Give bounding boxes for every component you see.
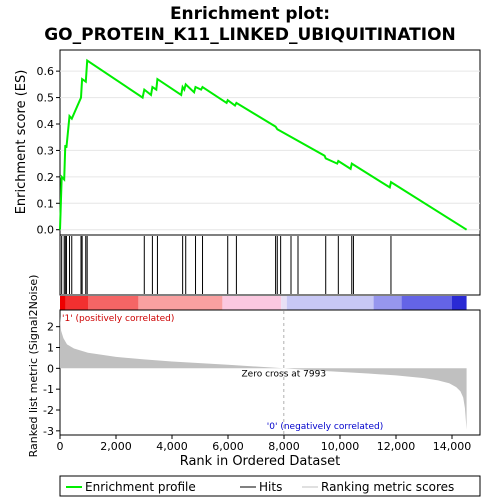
es-y-tick-label: 0.4 (37, 118, 55, 131)
color-bar-segment (88, 296, 139, 310)
rank-color-bar (60, 296, 467, 310)
legend-label-hits: Hits (259, 480, 282, 494)
es-y-tick-label: 0.6 (37, 65, 55, 78)
x-axis-ticks: 0 2,000 4,000 6,000 8,000 10,000 12,000 14,000 (57, 435, 472, 453)
metric-y-ticks: -3 -2 -1 0 1 2 (43, 321, 60, 438)
x-tick-label: 10,000 (321, 440, 360, 453)
hits-frame (59, 234, 481, 296)
color-bar-segment (138, 296, 223, 310)
es-gridlines (60, 70, 480, 231)
enrichment-profile-line (59, 58, 468, 231)
ranking-metric-area (60, 316, 467, 430)
color-bar-segment (373, 296, 402, 310)
zero-cross-label: Zero cross at 7993 (242, 369, 327, 379)
es-y-tick-label: 0.1 (37, 197, 55, 210)
x-tick-label: 8,000 (268, 440, 300, 453)
metric-y-tick-label: 0 (47, 362, 54, 375)
color-bar-segment (286, 296, 374, 310)
color-bar-segment (401, 296, 452, 310)
x-tick-label: 12,000 (377, 440, 416, 453)
x-tick-label: 4,000 (156, 440, 188, 453)
color-bar-segment (60, 296, 66, 310)
negative-correlation-label: '0' (negatively correlated) (267, 422, 383, 432)
metric-y-tick-label: -1 (43, 383, 54, 396)
metric-y-axis-label: Ranked list metric (Signal2Noise) (27, 275, 40, 458)
x-tick-label: 6,000 (212, 440, 244, 453)
legend-label-enrichment: Enrichment profile (85, 480, 196, 494)
es-y-axis-label: Enrichment score (ES) (14, 70, 29, 215)
color-bar-segment (222, 296, 282, 310)
hits-panel (59, 234, 481, 296)
es-plot-frame (59, 49, 481, 236)
color-bar-segment (281, 296, 287, 310)
x-tick-label: 14,000 (433, 440, 472, 453)
x-tick-label: 2,000 (100, 440, 132, 453)
es-y-tick-label: 0.3 (37, 144, 55, 157)
metric-y-tick-label: 1 (47, 342, 54, 355)
es-y-tick-label: 0.2 (37, 171, 55, 184)
legend: Enrichment profile Hits Ranking metric s… (59, 475, 481, 497)
es-y-tick-label: 0.5 (37, 92, 55, 105)
metric-y-tick-label: -3 (43, 425, 54, 438)
es-y-tick-label: 0.0 (37, 224, 55, 237)
metric-y-tick-label: -2 (43, 404, 54, 417)
legend-label-metric: Ranking metric scores (321, 480, 454, 494)
positive-correlation-label: '1' (positively correlated) (62, 314, 174, 324)
hit-lines (61, 236, 392, 294)
legend-frame (59, 475, 481, 497)
x-tick-label: 0 (57, 440, 64, 453)
color-bar-segment (452, 296, 467, 310)
es-y-ticks: 0.0 0.1 0.2 0.3 0.4 0.5 0.6 (37, 65, 60, 237)
es-panel: 0.0 0.1 0.2 0.3 0.4 0.5 0.6 Enrichment score (… (14, 49, 481, 237)
color-bar-segment (65, 296, 88, 310)
metric-panel: -3 -2 -1 0 1 2 Zero cross at 7993 '1' (positi… (27, 275, 481, 458)
chart-title-line1: Enrichment plot: (170, 4, 330, 24)
chart-title-line2: GO_PROTEIN_K11_LINKED_UBIQUITINATION (44, 25, 456, 45)
metric-y-tick-label: 2 (47, 321, 54, 334)
x-axis-label: Rank in Ordered Dataset (180, 454, 341, 469)
